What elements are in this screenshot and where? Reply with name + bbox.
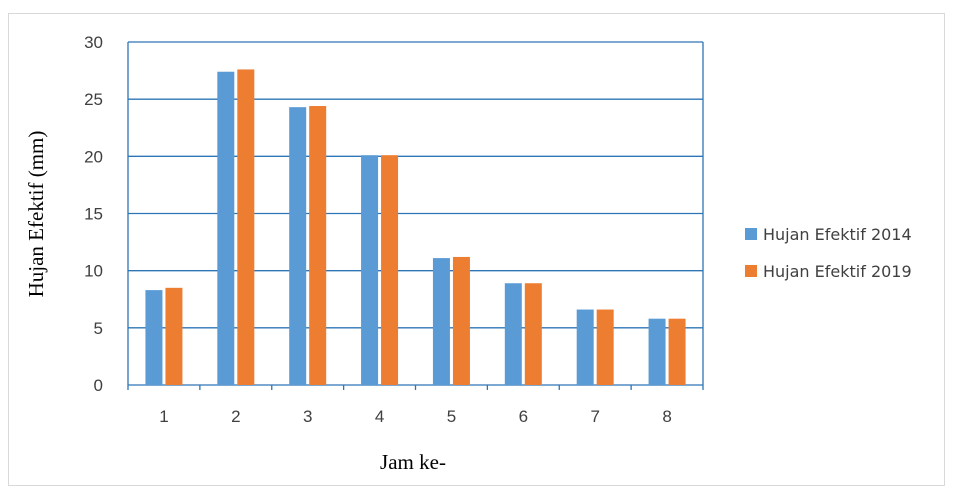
bar-2014-cat-8	[648, 318, 666, 385]
y-tick-label: 0	[94, 376, 103, 395]
x-tick-label: 4	[375, 407, 384, 426]
bar-2014-cat-6	[504, 283, 522, 385]
x-tick-label: 2	[231, 407, 240, 426]
bar-2019-cat-1	[165, 287, 183, 385]
bar-2014-cat-7	[576, 309, 594, 385]
bar-2019-cat-3	[309, 106, 327, 385]
bar-2019-cat-4	[381, 155, 399, 385]
x-tick-label: 6	[519, 407, 528, 426]
y-tick-label: 10	[84, 262, 103, 281]
x-tick-label: 8	[662, 407, 671, 426]
bar-2019-cat-5	[452, 256, 470, 385]
bar-2014-cat-1	[145, 290, 163, 385]
x-axis-title: Jam ke-	[380, 450, 446, 474]
y-tick-label: 20	[84, 147, 103, 166]
bar-2019-cat-7	[596, 309, 614, 385]
legend-swatch-2019	[745, 265, 757, 277]
bar-2019-cat-2	[237, 69, 255, 385]
bar-2014-cat-5	[432, 258, 450, 385]
legend-label-2014: Hujan Efektif 2014	[763, 224, 912, 244]
chart-frame	[8, 13, 945, 486]
legend-item-2014: Hujan Efektif 2014	[745, 224, 912, 244]
y-tick-label: 25	[84, 90, 103, 109]
bar-2014-cat-4	[361, 155, 379, 385]
bar-2014-cat-2	[217, 71, 235, 385]
legend-label-2019: Hujan Efektif 2019	[763, 261, 912, 281]
bar-2019-cat-8	[668, 318, 686, 385]
x-tick-label: 3	[303, 407, 312, 426]
x-tick-label: 7	[590, 407, 599, 426]
legend-item-2019: Hujan Efektif 2019	[745, 261, 912, 281]
y-tick-label: 30	[84, 33, 103, 52]
legend: Hujan Efektif 2014 Hujan Efektif 2019	[745, 224, 912, 298]
bar-2019-cat-6	[524, 283, 542, 385]
y-tick-label: 15	[84, 205, 103, 224]
gridlines	[127, 41, 704, 390]
bar-2014-cat-3	[289, 107, 307, 386]
x-tick-label: 5	[447, 407, 456, 426]
y-tick-label: 5	[94, 319, 103, 338]
bars	[145, 69, 686, 386]
legend-swatch-2014	[745, 228, 757, 240]
x-tick-label: 1	[159, 407, 168, 426]
y-axis-title: Hujan Efektif (mm)	[24, 131, 48, 298]
tick-labels: 0 5 10 15 20 25 30 1 2 3 4 5 6 7 8	[84, 33, 672, 426]
